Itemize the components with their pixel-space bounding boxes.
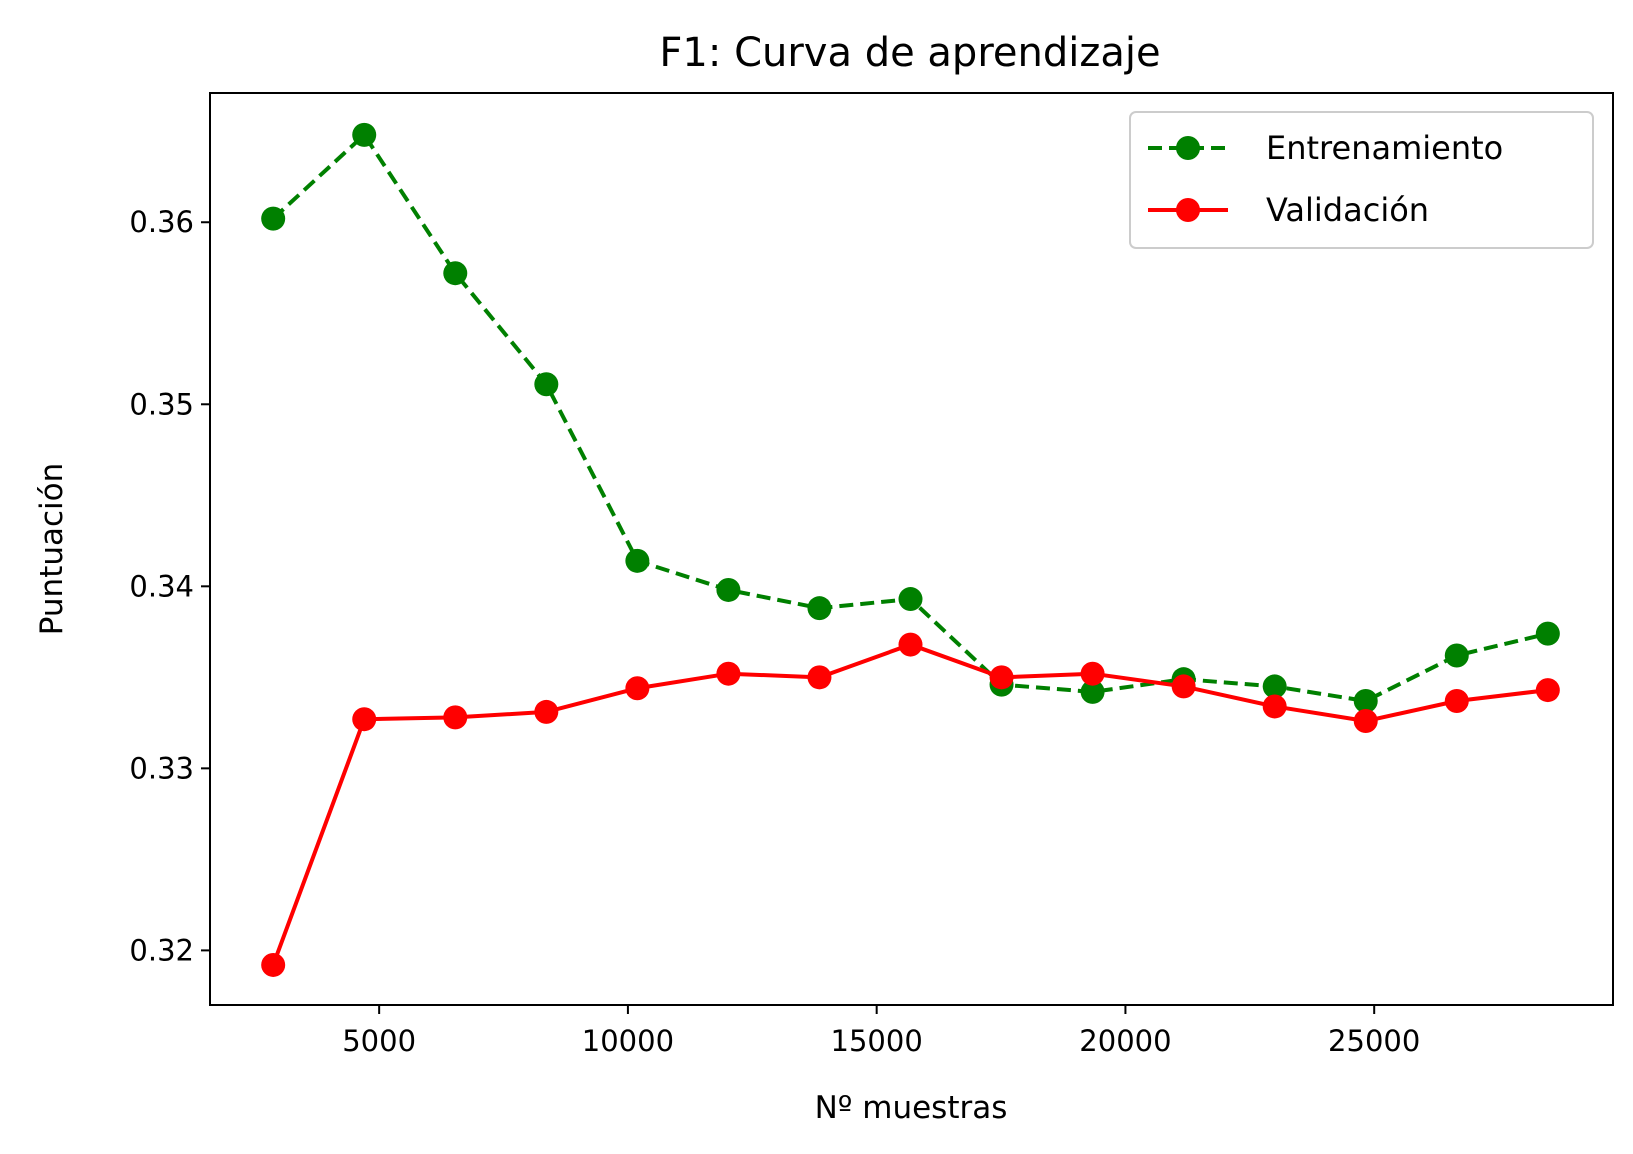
data-point-validacion (1171, 674, 1196, 699)
data-point-entrenamiento (352, 122, 377, 147)
x-tick-label: 15000 (831, 1024, 923, 1058)
data-point-validacion (352, 707, 377, 732)
data-point-validacion (807, 665, 832, 690)
y-tick-label: 0.35 (129, 387, 194, 421)
plot-frame (209, 92, 1614, 1006)
data-point-validacion (1444, 689, 1469, 713)
y-axis: 0.32 0.33 0.34 0.35 0.36 (129, 205, 210, 967)
data-point-entrenamiento (261, 206, 286, 231)
legend-label-validacion: Validación (1266, 191, 1429, 229)
data-point-entrenamiento (807, 596, 832, 621)
x-tick-label: 20000 (1079, 1024, 1171, 1058)
data-point-entrenamiento (1353, 689, 1378, 713)
series-layer (261, 122, 1560, 977)
chart-title: F1: Curva de aprendizaje (659, 30, 1160, 76)
data-point-validacion (989, 665, 1014, 690)
data-point-entrenamiento (1080, 679, 1105, 704)
legend-box (1129, 111, 1594, 249)
data-point-validacion (1535, 678, 1560, 703)
series-entrenamiento (261, 122, 1560, 713)
data-point-entrenamiento (1444, 643, 1469, 668)
x-tick-label: 5000 (342, 1024, 416, 1058)
data-point-validacion (625, 676, 650, 701)
y-axis-label: Puntuación (34, 463, 70, 636)
data-point-entrenamiento (898, 587, 923, 612)
data-point-validacion (898, 632, 923, 657)
data-point-validacion (1353, 709, 1378, 734)
data-point-entrenamiento (1535, 621, 1560, 646)
data-point-validacion (261, 952, 286, 977)
legend-label-entrenamiento: Entrenamiento (1266, 129, 1503, 167)
data-point-validacion (443, 705, 468, 730)
y-tick-label: 0.36 (129, 205, 194, 239)
data-point-validacion (716, 661, 741, 686)
data-point-validacion (534, 699, 559, 724)
y-tick-label: 0.33 (129, 751, 194, 785)
data-point-entrenamiento (1262, 674, 1287, 699)
data-point-validacion (1080, 661, 1105, 686)
x-axis: 5000 10000 15000 20000 25000 (342, 1005, 1420, 1058)
legend: Entrenamiento Validación (1129, 111, 1594, 249)
series-validacion (261, 632, 1560, 977)
data-point-entrenamiento (534, 372, 559, 397)
legend-marker-entrenamiento (1176, 136, 1200, 160)
y-tick-label: 0.32 (129, 933, 194, 967)
x-tick-label: 10000 (582, 1024, 674, 1058)
data-point-validacion (1262, 694, 1287, 719)
x-tick-label: 25000 (1328, 1024, 1420, 1058)
legend-marker-validacion (1176, 198, 1200, 222)
data-point-entrenamiento (443, 261, 468, 286)
data-point-entrenamiento (716, 577, 741, 602)
y-tick-label: 0.34 (129, 569, 194, 603)
x-axis-label: Nº muestras (815, 1090, 1008, 1126)
data-point-entrenamiento (625, 548, 650, 573)
